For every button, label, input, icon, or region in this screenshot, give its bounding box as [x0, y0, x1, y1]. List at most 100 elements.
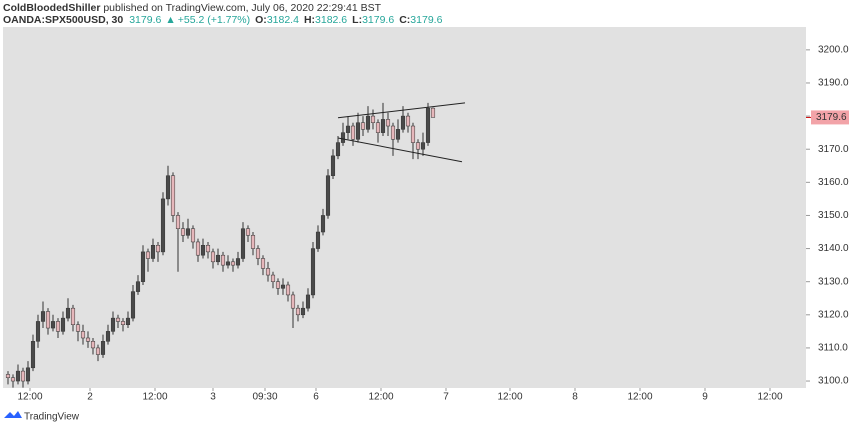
candle-body	[260, 258, 266, 269]
candle-body	[40, 311, 46, 322]
y-tick-label: 3100.0	[818, 376, 849, 387]
ohlc-key: C:	[399, 14, 410, 26]
candle-body	[240, 228, 246, 259]
candle-body	[105, 331, 111, 342]
candle-body	[225, 261, 231, 266]
ohlc-key: H:	[304, 14, 315, 26]
x-tick-label: 2	[87, 392, 93, 403]
candle-body	[400, 115, 406, 130]
y-tick-label: 3140.0	[818, 243, 849, 254]
candle-body	[210, 251, 216, 263]
candle-body	[120, 321, 126, 325]
candle-body	[75, 324, 81, 332]
candle-body	[115, 317, 121, 322]
candle-body	[10, 377, 16, 382]
candle-body	[320, 215, 326, 233]
candle-body	[185, 228, 191, 236]
candle-body	[80, 331, 86, 339]
candle-body	[340, 132, 346, 143]
candle-body	[25, 367, 31, 382]
candle-body	[145, 251, 151, 259]
price-label: 3179.6	[816, 112, 847, 123]
candle-body	[265, 268, 271, 276]
x-tick-label: 6	[313, 392, 319, 403]
y-tick-label: 3200.0	[818, 44, 849, 55]
candle-body	[385, 119, 391, 127]
candle-body	[420, 142, 426, 150]
x-tick-label: 12:00	[142, 392, 167, 403]
candle-body	[110, 317, 116, 332]
y-tick-label: 3160.0	[818, 177, 849, 188]
candle-body	[285, 284, 291, 296]
candle-body	[50, 321, 56, 329]
candle-body	[20, 370, 26, 382]
candle-body	[155, 245, 161, 253]
candle-body	[125, 317, 131, 325]
candle-body	[135, 281, 141, 292]
candle-body	[85, 337, 91, 342]
candle-body	[200, 245, 206, 256]
change: +55.2 (+1.77%)	[178, 14, 250, 26]
candle-body	[100, 341, 106, 355]
x-tick-label: 7	[443, 392, 449, 403]
author: ColdBloodedShiller	[3, 2, 100, 14]
candle-body	[370, 115, 376, 123]
candle-body	[335, 142, 341, 157]
candle-body	[245, 228, 251, 236]
arrow: ▲	[165, 14, 175, 26]
candle-body	[140, 251, 146, 282]
x-tick-label: 12:00	[368, 392, 393, 403]
candle-body	[430, 107, 436, 118]
candle-body	[160, 198, 166, 253]
symbol-legend: OANDA:SPX500USD, 30 3179.6 ▲ +55.2 (+1.77%)…	[3, 14, 443, 26]
price-label-box	[811, 110, 849, 125]
candle-body	[360, 122, 366, 130]
ohlc-value: 3182.4	[267, 14, 299, 26]
candle-body	[150, 245, 156, 259]
candle-body	[280, 284, 286, 289]
y-tick-label: 3170.0	[818, 144, 849, 155]
candle-body	[380, 119, 386, 133]
candle-body	[215, 254, 221, 263]
x-tick-label: 12:00	[757, 392, 782, 403]
plot-area	[3, 27, 806, 388]
candle-body	[30, 341, 36, 369]
x-tick-label: 8	[572, 392, 578, 403]
candle-body	[255, 248, 261, 259]
x-tick-label: 3	[210, 392, 216, 403]
symbol: OANDA:SPX500USD, 30	[3, 14, 123, 26]
candle-body	[230, 261, 236, 266]
candle-body	[300, 307, 306, 316]
candle-body	[305, 294, 311, 309]
candle-body	[95, 347, 101, 355]
candle-body	[270, 274, 276, 282]
candle-body	[65, 307, 71, 319]
published: published on TradingView.com, July 06, 2…	[103, 2, 381, 14]
candle-body	[315, 231, 321, 249]
ohlc-value: 3179.6	[362, 14, 394, 26]
candle-body	[425, 107, 431, 143]
candle-body	[250, 235, 256, 249]
candle-body	[180, 228, 186, 236]
candle-body	[195, 241, 201, 256]
candle-body	[90, 341, 96, 349]
y-tick-label: 3120.0	[818, 309, 849, 320]
candle-body	[235, 258, 241, 266]
trendline	[337, 102, 466, 119]
candle-body	[405, 115, 411, 127]
x-tick-label: 12:00	[17, 392, 42, 403]
candle-body	[325, 175, 331, 216]
candle-body	[345, 125, 351, 133]
x-tick-label: 12:00	[627, 392, 652, 403]
candle-body	[165, 175, 171, 200]
ohlc-value: 3182.6	[315, 14, 347, 26]
y-tick-label: 3110.0	[818, 343, 848, 354]
candle-body	[310, 248, 316, 296]
candle-body	[350, 125, 356, 140]
candle-body	[220, 254, 226, 266]
header: ColdBloodedShiller published on TradingV…	[3, 2, 382, 14]
ohlc-value: 3179.6	[410, 14, 442, 26]
candle-body	[375, 122, 381, 133]
